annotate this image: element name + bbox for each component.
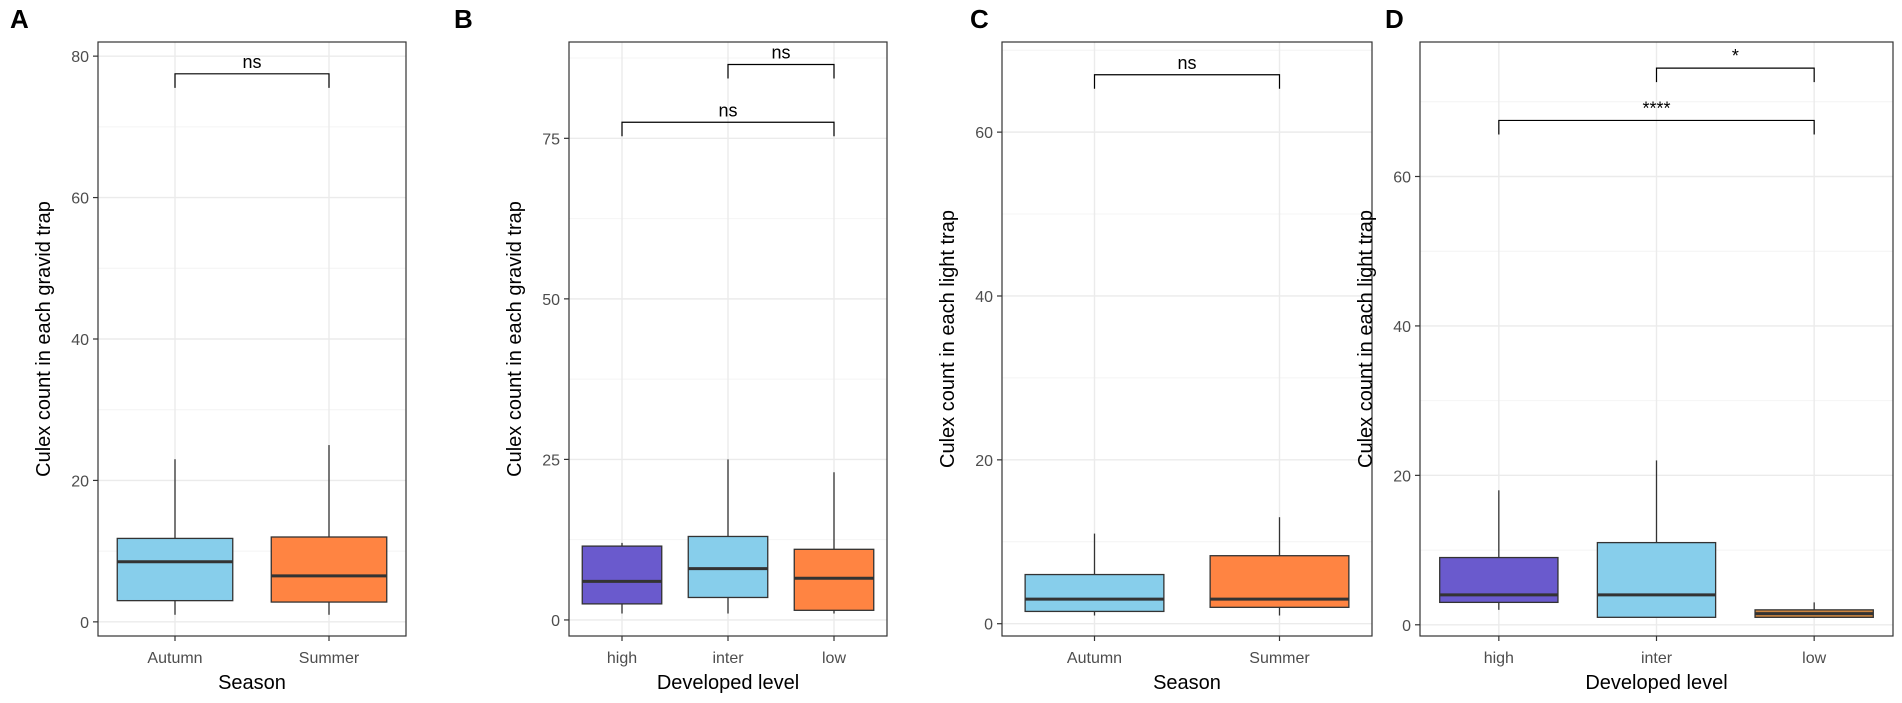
significance-bracket [174,73,330,88]
panel-a: 0 20 40 60 80 Autumn Summer Season Culex count i… [10,4,407,694]
y-tick-label: 50 [542,292,560,309]
significance-bracket [621,121,835,137]
panel-border [1001,41,1373,637]
box-high [1439,490,1559,610]
x-axis-title: Developed level [657,672,799,694]
significance-label: **** [1642,98,1670,118]
x-tick-label: Summer [1249,650,1310,667]
significance-bracket [1655,67,1815,83]
significance-label: * [1732,46,1739,66]
panel-letter: D [1385,4,1404,34]
significance-bracket [1498,119,1815,135]
box-inter [1596,460,1717,618]
x-tick-label: low [1802,650,1826,667]
box-iqr [270,536,388,603]
y-tick-label: 80 [71,49,89,66]
x-axis-title: Developed level [1585,672,1727,694]
panel-letter: C [970,4,989,34]
significance-bracket [1093,74,1281,89]
box-iqr [1024,573,1165,613]
box-iqr [793,548,875,611]
box-low [793,472,875,614]
y-tick-label: 60 [1393,169,1411,186]
y-tick-label: 40 [975,289,993,306]
y-tick-label: 0 [1402,618,1411,635]
y-axis-title: Culex count in each light trap [1355,210,1377,468]
box-autumn [1024,533,1165,616]
x-tick-label: Summer [299,650,360,667]
y-tick-label: 60 [975,125,993,142]
y-tick-label: 20 [975,453,993,470]
box-autumn [116,459,234,615]
box-summer [1209,517,1350,616]
x-tick-label: high [607,650,637,667]
y-tick-label: 40 [71,332,89,349]
panel-letter: A [10,4,29,34]
significance-label: ns [242,52,261,72]
y-axis-title: Culex count in each gravid trap [33,201,55,477]
panel-b: 0 25 50 75 high inter low Developed level Culex … [454,4,888,694]
y-tick-label: 25 [542,452,560,469]
x-tick-label: Autumn [147,650,202,667]
box-iqr [116,537,234,602]
x-tick-label: inter [1641,650,1673,667]
y-axis-title: Culex count in each light trap [937,210,959,468]
y-tick-label: 20 [1393,468,1411,485]
x-axis-title: Season [218,672,286,694]
box-low [1754,602,1874,618]
x-tick-label: high [1484,650,1514,667]
box-summer [270,445,388,615]
panel-letter: B [454,4,473,34]
y-tick-label: 40 [1393,319,1411,336]
significance-label: ns [771,42,790,62]
x-tick-label: Autumn [1067,650,1122,667]
box-inter [687,459,769,614]
panel-c: 0 20 40 60 Autumn Summer Season Culex count in … [937,4,1373,694]
x-tick-label: low [822,650,846,667]
significance-bracket [727,63,835,79]
significance-label: ns [718,100,737,120]
box-iqr [687,535,769,599]
panel-d: 0 20 40 60 high inter low Developed level Culex … [1355,4,1894,694]
significance-label: ns [1177,53,1196,73]
x-tick-label: inter [712,650,744,667]
y-tick-label: 0 [80,615,89,632]
y-tick-label: 20 [71,473,89,490]
y-tick-label: 60 [71,191,89,208]
box-high [581,542,663,614]
x-axis-title: Season [1153,672,1221,694]
y-tick-label: 75 [542,131,560,148]
y-tick-label: 0 [551,613,560,630]
box-iqr [581,545,663,605]
y-axis-title: Culex count in each gravid trap [504,201,526,477]
y-tick-label: 0 [984,617,993,634]
box-iqr [1596,541,1717,618]
